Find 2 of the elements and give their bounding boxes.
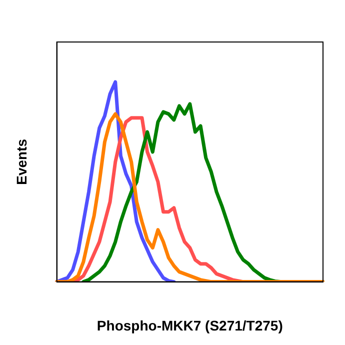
x-axis-title: Phospho-MKK7 (S271/T275) — [96, 317, 283, 334]
y-axis-title: Events — [13, 138, 30, 185]
